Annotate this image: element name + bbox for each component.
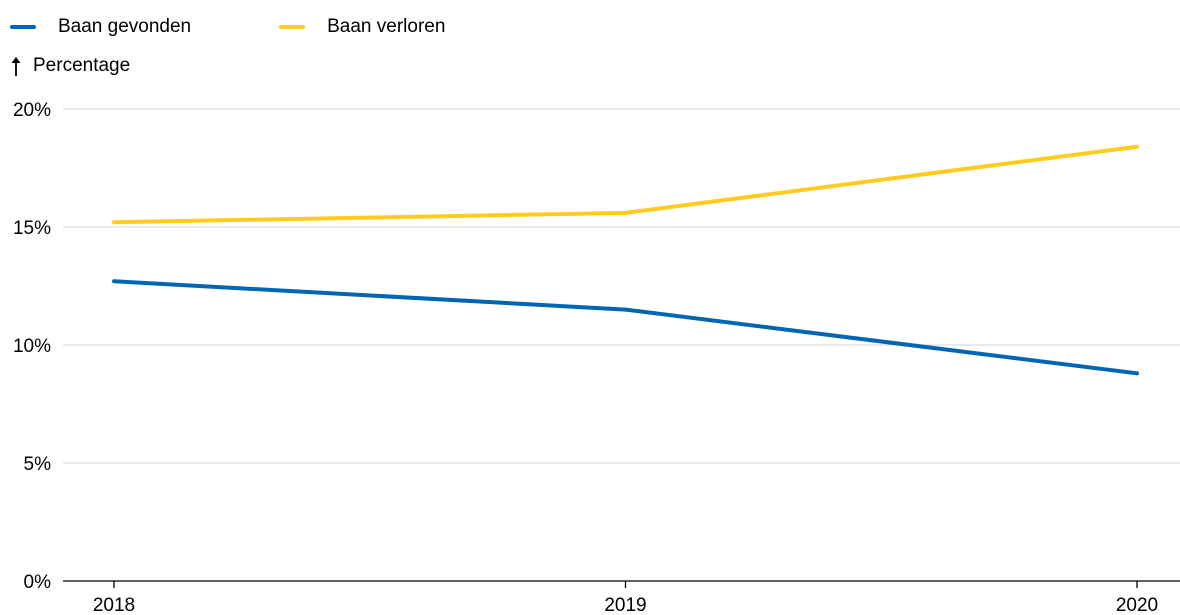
- x-tick-label: 2019: [604, 595, 646, 615]
- data-point-baan-verloren: [623, 210, 628, 215]
- y-tick-label: 20%: [13, 100, 51, 121]
- legend-item-baan-verloren: Baan verloren: [279, 16, 445, 38]
- legend-swatch-baan-gevonden: [10, 25, 36, 29]
- y-axis-label: Percentage: [33, 55, 131, 76]
- legend-label-baan-gevonden: Baan gevonden: [58, 16, 192, 37]
- data-point-baan-verloren: [1135, 144, 1139, 149]
- x-tick-label: 2020: [1116, 595, 1158, 615]
- data-point-baan-verloren: [112, 220, 116, 225]
- y-tick-label: 15%: [13, 218, 51, 239]
- data-point-baan-gevonden: [112, 279, 116, 284]
- x-tick-label: 2018: [93, 595, 135, 615]
- arrow-up-icon: [11, 57, 21, 76]
- legend-item-baan-gevonden: Baan gevonden: [10, 16, 191, 38]
- series-line-baan-gevonden: [113, 279, 1138, 376]
- legend-label-baan-verloren: Baan verloren: [327, 16, 446, 37]
- y-tick-label: 10%: [13, 336, 51, 357]
- legend-swatch-baan-verloren: [279, 25, 306, 29]
- data-point-baan-gevonden: [1135, 371, 1139, 376]
- data-point-baan-gevonden: [623, 307, 628, 312]
- legend: Baan gevonden Baan verloren: [10, 14, 533, 40]
- axes: 0% 5% 10% 15% 20% 2018 2019 2020: [13, 100, 1180, 615]
- y-axis-unit: Percentage: [9, 55, 130, 77]
- series-lines: [112, 144, 1139, 376]
- gridlines: [63, 108, 1180, 464]
- y-tick-label: 5%: [24, 454, 52, 475]
- y-tick-label: 0%: [24, 572, 52, 593]
